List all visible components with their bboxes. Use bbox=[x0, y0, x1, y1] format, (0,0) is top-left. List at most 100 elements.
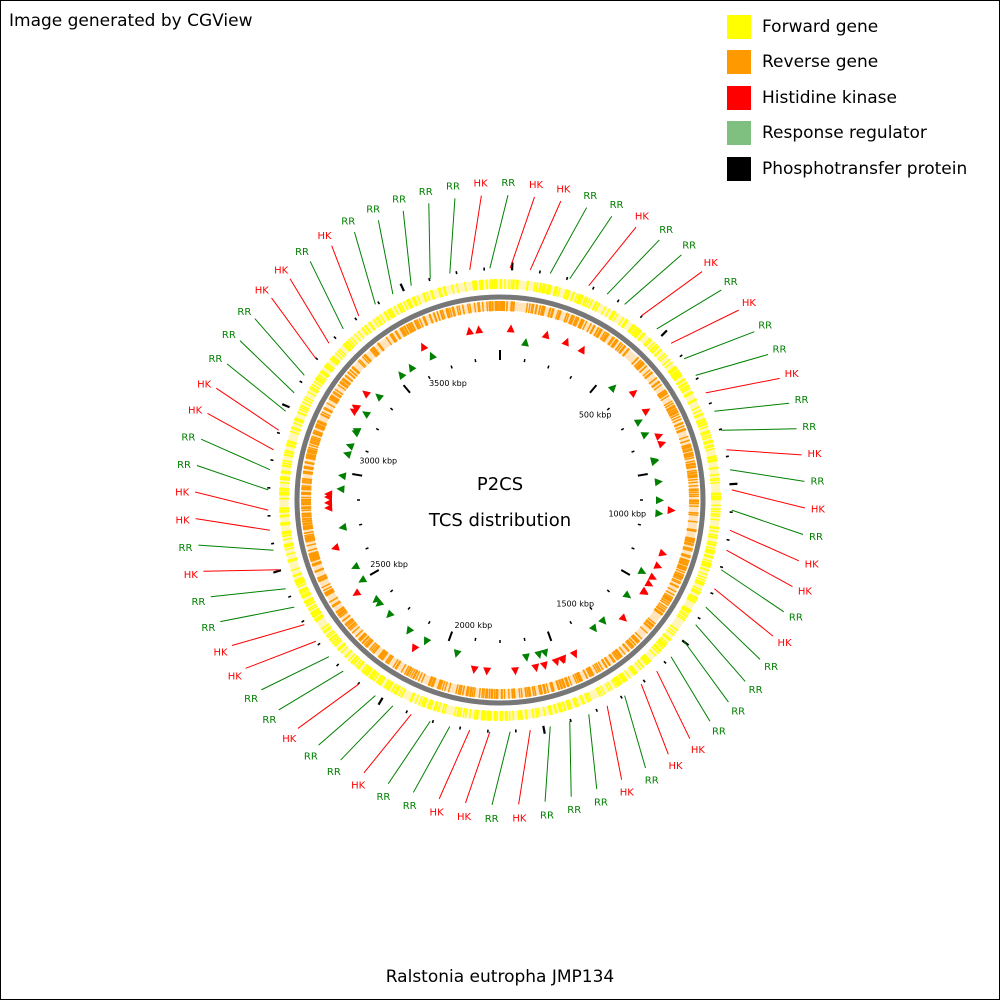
reverse-gene bbox=[340, 380, 349, 388]
forward-gene bbox=[308, 605, 318, 612]
legend-label-phosphotransfer-protein: Phosphotransfer protein bbox=[762, 158, 968, 179]
reverse-gene bbox=[666, 406, 677, 412]
forward-gene bbox=[682, 605, 692, 612]
scale-tick bbox=[447, 631, 454, 642]
phosphotransfer-tick bbox=[431, 719, 435, 724]
reverse-gene bbox=[687, 520, 698, 523]
forward-gene bbox=[443, 703, 448, 714]
forward-gene bbox=[280, 477, 291, 480]
hk-marker bbox=[421, 342, 429, 352]
reverse-gene bbox=[455, 684, 459, 695]
forward-gene bbox=[301, 592, 312, 599]
forward-gene bbox=[681, 606, 691, 613]
hk-callout-label: HK bbox=[512, 813, 527, 824]
rr-callout-label: RR bbox=[179, 543, 193, 554]
forward-gene bbox=[311, 610, 321, 617]
callout-line bbox=[469, 195, 482, 271]
reverse-gene bbox=[575, 672, 581, 683]
forward-gene bbox=[703, 441, 714, 446]
forward-gene bbox=[285, 551, 296, 556]
phosphotransfer-tick bbox=[642, 679, 646, 683]
reverse-gene bbox=[618, 646, 626, 655]
rr-callout-label: RR bbox=[501, 178, 515, 189]
reverse-gene bbox=[664, 402, 675, 409]
hk-marker bbox=[324, 498, 333, 507]
reverse-gene bbox=[682, 546, 693, 551]
reverse-gene bbox=[304, 460, 315, 465]
rr-marker bbox=[352, 428, 362, 436]
reverse-gene bbox=[579, 319, 585, 330]
legend: Forward gene Reverse gene Histidine kina… bbox=[727, 9, 967, 187]
reverse-gene bbox=[376, 342, 384, 352]
forward-gene bbox=[443, 285, 448, 297]
reverse-gene bbox=[686, 465, 697, 469]
forward-gene bbox=[441, 703, 446, 714]
reverse-gene bbox=[304, 534, 315, 538]
forward-gene bbox=[666, 628, 675, 637]
forward-gene bbox=[293, 418, 304, 424]
forward-gene bbox=[676, 614, 686, 622]
reverse-gene bbox=[332, 601, 342, 608]
reverse-gene bbox=[593, 663, 601, 673]
forward-gene bbox=[704, 445, 715, 450]
reverse-gene bbox=[635, 361, 644, 370]
forward-gene bbox=[480, 279, 484, 290]
reverse-gene bbox=[322, 585, 333, 592]
forward-gene bbox=[389, 307, 396, 318]
reverse-gene bbox=[389, 333, 396, 344]
legend-swatch-histidine-kinase bbox=[727, 85, 751, 110]
forward-gene bbox=[323, 365, 333, 373]
rr-callout-label: RR bbox=[789, 613, 803, 624]
rr-callout-label: RR bbox=[237, 307, 251, 318]
forward-gene bbox=[337, 643, 347, 652]
reverse-gene bbox=[683, 542, 694, 547]
forward-gene bbox=[295, 579, 305, 585]
forward-gene bbox=[487, 710, 490, 721]
hk-callout-label: HK bbox=[351, 781, 366, 792]
reverse-gene bbox=[392, 658, 399, 669]
reverse-gene bbox=[512, 301, 515, 312]
reverse-gene bbox=[533, 685, 537, 696]
reverse-gene bbox=[593, 327, 600, 337]
forward-gene bbox=[610, 678, 618, 689]
rr-callout-label: RR bbox=[244, 694, 258, 705]
reverse-gene bbox=[318, 576, 328, 583]
phosphotransfer-tick bbox=[459, 726, 462, 730]
reverse-gene bbox=[309, 556, 320, 561]
rr-callout-label: RR bbox=[485, 814, 499, 825]
callout-line bbox=[588, 226, 637, 286]
forward-gene bbox=[709, 477, 720, 480]
reverse-gene bbox=[576, 672, 583, 682]
forward-gene bbox=[708, 466, 719, 470]
reverse-gene bbox=[302, 519, 313, 523]
scale-tick bbox=[569, 375, 573, 380]
reverse-gene bbox=[305, 456, 316, 461]
reverse-gene bbox=[687, 476, 698, 479]
reverse-gene bbox=[534, 304, 539, 315]
rr-marker bbox=[521, 653, 530, 662]
forward-gene bbox=[520, 709, 524, 720]
forward-gene bbox=[405, 299, 412, 310]
hk-marker bbox=[647, 572, 657, 580]
forward-gene bbox=[280, 471, 291, 475]
phosphotransfer-tick bbox=[710, 591, 714, 595]
reverse-gene bbox=[410, 668, 416, 679]
reverse-gene bbox=[410, 321, 417, 332]
forward-gene bbox=[350, 655, 358, 664]
hk-callout-label: HK bbox=[785, 369, 800, 380]
rr-callout-label: RR bbox=[724, 277, 738, 288]
forward-gene bbox=[597, 686, 604, 697]
phosphotransfer-tick bbox=[595, 708, 599, 713]
forward-gene bbox=[679, 384, 690, 391]
reverse-gene bbox=[670, 413, 680, 419]
hk-marker bbox=[466, 326, 475, 336]
reverse-gene bbox=[486, 301, 489, 312]
reverse-gene bbox=[527, 303, 531, 314]
reverse-gene bbox=[542, 683, 547, 694]
reverse-gene bbox=[549, 681, 554, 692]
forward-gene bbox=[331, 636, 341, 645]
reverse-gene bbox=[427, 676, 433, 686]
forward-gene bbox=[706, 540, 717, 544]
forward-gene bbox=[281, 530, 292, 533]
callout-line bbox=[588, 714, 598, 790]
